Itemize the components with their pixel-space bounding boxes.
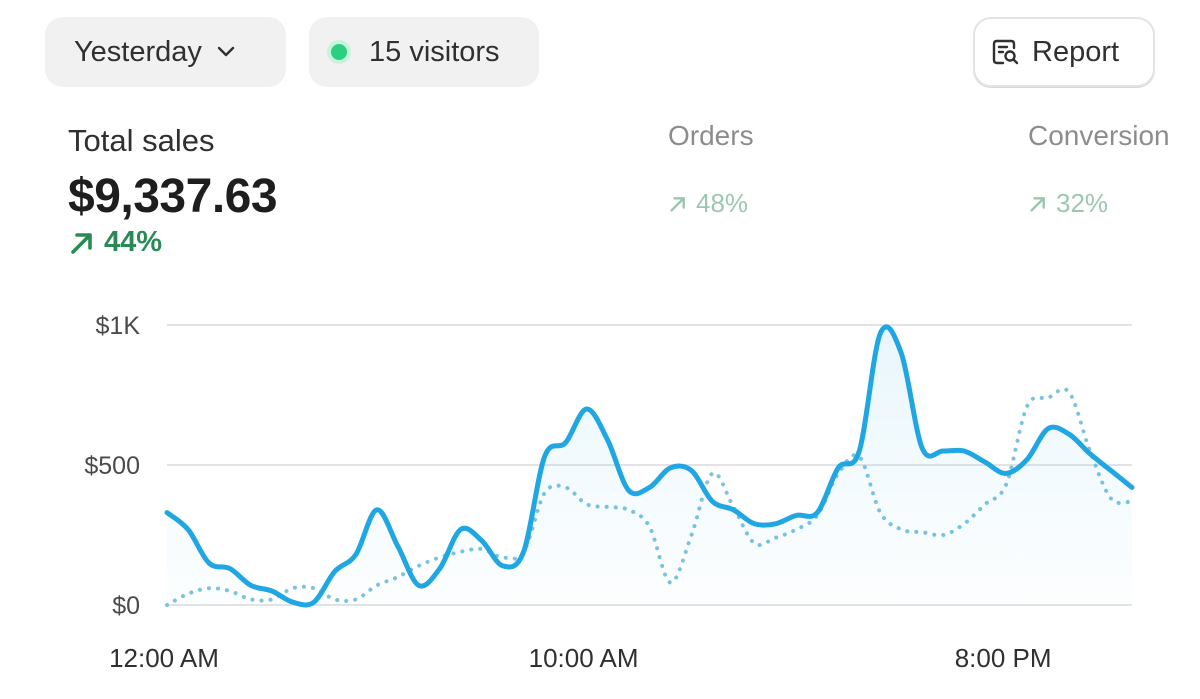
x-tick-label: 12:00 AM — [109, 643, 219, 673]
trend-up-icon — [1030, 196, 1045, 212]
x-tick-label: 8:00 PM — [955, 643, 1052, 673]
y-tick-label: $1K — [96, 312, 141, 340]
live-visitors-badge[interactable]: 15 visitors — [309, 17, 539, 87]
orders-label: Orders — [668, 120, 754, 151]
sales-line-chart[interactable]: $0 $500 $1K 12:00 AM 10:00 AM 8:00 PM — [0, 300, 1200, 699]
total-sales-label: Total sales — [68, 123, 215, 158]
total-sales-change-value: 44% — [104, 226, 163, 258]
orders-value — [668, 158, 754, 188]
date-range-selector[interactable]: Yesterday — [45, 17, 286, 87]
date-range-label: Yesterday — [74, 35, 202, 68]
y-axis: $0 $500 $1K — [84, 312, 140, 620]
conversion-label: Conversion — [1028, 120, 1170, 151]
chevron-down-icon — [216, 45, 236, 59]
trend-up-icon — [71, 232, 92, 254]
orders-metric[interactable]: Orders 48% — [668, 120, 754, 219]
sales-area-fill — [167, 326, 1132, 605]
orders-change-value: 48% — [696, 188, 749, 218]
y-tick-label: $500 — [84, 452, 140, 480]
conversion-change: 32% — [1028, 188, 1170, 219]
live-indicator-dot — [331, 44, 347, 60]
trend-up-icon — [670, 196, 685, 212]
report-search-icon — [992, 38, 1020, 66]
current-series-line — [164, 324, 1135, 608]
total-sales-metric[interactable]: Total sales $9,337.63 44% — [68, 123, 278, 259]
orders-change: 48% — [668, 188, 754, 219]
report-button[interactable]: Report — [973, 17, 1155, 87]
x-tick-label: 10:00 AM — [529, 643, 639, 673]
total-sales-change: 44% — [68, 226, 277, 259]
live-visitors-label: 15 visitors — [369, 35, 500, 68]
report-label: Report — [1032, 35, 1120, 68]
total-sales-value: $9,337.63 — [68, 170, 278, 223]
conversion-value — [1028, 158, 1170, 188]
chart-series — [164, 324, 1135, 608]
conversion-change-value: 32% — [1056, 188, 1109, 218]
conversion-metric[interactable]: Conversion 32% — [1028, 120, 1170, 219]
y-tick-label: $0 — [112, 592, 140, 620]
x-axis: 12:00 AM 10:00 AM 8:00 PM — [109, 643, 1051, 673]
